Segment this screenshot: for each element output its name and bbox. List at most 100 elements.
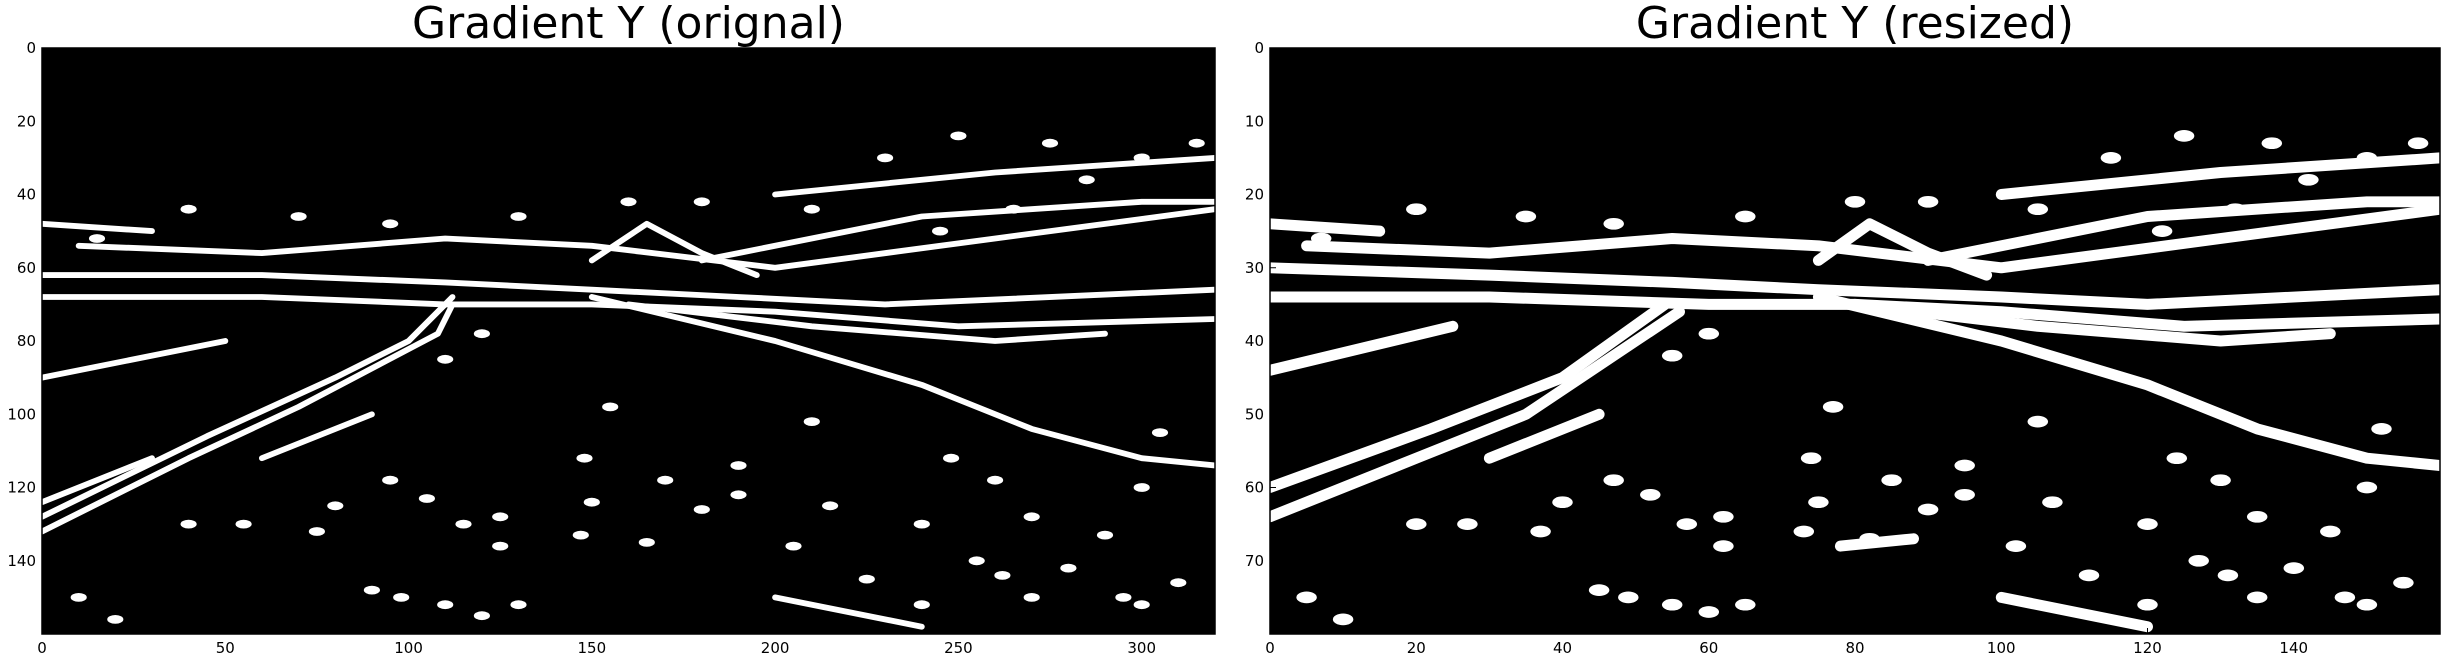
edge-blob [583, 497, 600, 507]
edge-blob [473, 329, 490, 339]
edge-blob [2042, 496, 2063, 509]
edge-line [772, 594, 925, 630]
edge-blob [382, 475, 399, 485]
edge-line [42, 294, 1215, 330]
edge-blob [2356, 152, 2378, 164]
edge-blob [1800, 452, 1822, 465]
edge-blob [2393, 576, 2414, 589]
x-tick-label: 300 [1127, 639, 1156, 657]
edge-line [1812, 291, 2440, 471]
edge-blob [1023, 512, 1040, 522]
edge-blob [1041, 138, 1059, 148]
edge-blob [510, 212, 527, 221]
y-tick-label: 60 [1245, 479, 1264, 497]
edge-blob [994, 571, 1011, 580]
y-tick-label: 50 [1245, 405, 1264, 423]
edge-blob [1698, 327, 1720, 340]
x-tick-label: 0 [1265, 639, 1275, 657]
edge-blob [1793, 525, 1815, 538]
y-tick-label: 70 [1245, 552, 1264, 570]
edge-blob [2283, 562, 2305, 574]
edge-blob [987, 475, 1004, 485]
edge-blob [1170, 578, 1187, 588]
y-tick-label: 0 [26, 39, 36, 57]
edge-blob [657, 475, 674, 485]
edge-blob [913, 600, 930, 610]
edge-blob [1618, 591, 1639, 604]
edge-blob [943, 453, 960, 463]
edge-blob [730, 490, 747, 500]
edge-blob [730, 461, 747, 470]
edge-blob [1078, 175, 1095, 185]
edge-line [42, 301, 456, 535]
edge-blob [1515, 210, 1537, 223]
edge-blob [455, 519, 472, 529]
edge-blob [1954, 459, 1975, 472]
edge-blob [2137, 598, 2158, 611]
edge-blob [877, 153, 894, 163]
y-tick-label: 40 [17, 186, 36, 204]
edge-blob [1735, 210, 1756, 223]
edge-blob [2320, 525, 2341, 538]
edge-line [772, 154, 1215, 198]
edge-blob [785, 541, 802, 551]
y-tick-label: 0 [1254, 39, 1264, 57]
edge-blob [437, 600, 454, 610]
chart-title: Gradient Y (orignal) [412, 0, 845, 49]
edge-blob [2100, 152, 2122, 164]
edge-line [1270, 306, 1685, 523]
x-tick-label: 60 [1699, 639, 1718, 657]
edge-blob [1530, 525, 1551, 538]
edge-line [258, 411, 375, 462]
edge-blob [1713, 510, 1734, 523]
y-tick-label: 80 [17, 332, 36, 350]
edge-blob [1005, 204, 1022, 214]
edge-blob [393, 593, 410, 602]
edge-line [42, 338, 229, 381]
edge-blob [638, 538, 655, 547]
edge-blob [1133, 153, 1150, 163]
edge-blob [1676, 518, 1698, 530]
edge-line [625, 301, 1108, 344]
edge-blob [1115, 593, 1132, 602]
edge-blob [620, 197, 637, 207]
edge-blob [2246, 510, 2268, 523]
edge-blob [1808, 496, 1829, 509]
edge-blob [2166, 452, 2188, 465]
edge-blob [88, 234, 106, 243]
edge-blob [2407, 137, 2429, 150]
edge-blob [1406, 518, 1427, 530]
edge-blob [180, 519, 197, 529]
edge-blob [2005, 540, 2027, 552]
y-tick-label: 100 [7, 405, 36, 423]
edge-blob [2217, 569, 2239, 582]
edge-blob [327, 501, 344, 511]
edge-blob [2137, 518, 2158, 530]
edge-line [1483, 408, 1605, 464]
edge-blob [1151, 428, 1169, 437]
y-tick-label: 20 [17, 112, 36, 130]
edge-line [1301, 203, 2440, 274]
edge-blob [950, 131, 967, 141]
y-tick-label: 40 [1245, 332, 1264, 350]
x-tick-label: 50 [216, 639, 235, 657]
edge-blob [473, 611, 490, 621]
edge-blob [437, 354, 454, 364]
edge-blob [968, 556, 985, 566]
x-tick-label: 40 [1553, 639, 1572, 657]
edge-line [1270, 262, 2440, 310]
edge-blob [1917, 195, 1939, 208]
y-tick-label: 30 [1245, 259, 1264, 277]
edge-blob [1552, 496, 1573, 509]
edge-blob [1060, 563, 1077, 573]
x-tick-label: 120 [2133, 639, 2162, 657]
edge-blob [1713, 540, 1734, 552]
edge-blob [290, 212, 307, 221]
edge-line [42, 455, 155, 506]
x-tick-label: 200 [761, 639, 790, 657]
edge-blob [1859, 532, 1880, 545]
edge-blob [1310, 232, 1332, 245]
edge-blob [2261, 137, 2283, 150]
image-content [1270, 130, 2440, 633]
edge-blob [1661, 349, 1683, 362]
